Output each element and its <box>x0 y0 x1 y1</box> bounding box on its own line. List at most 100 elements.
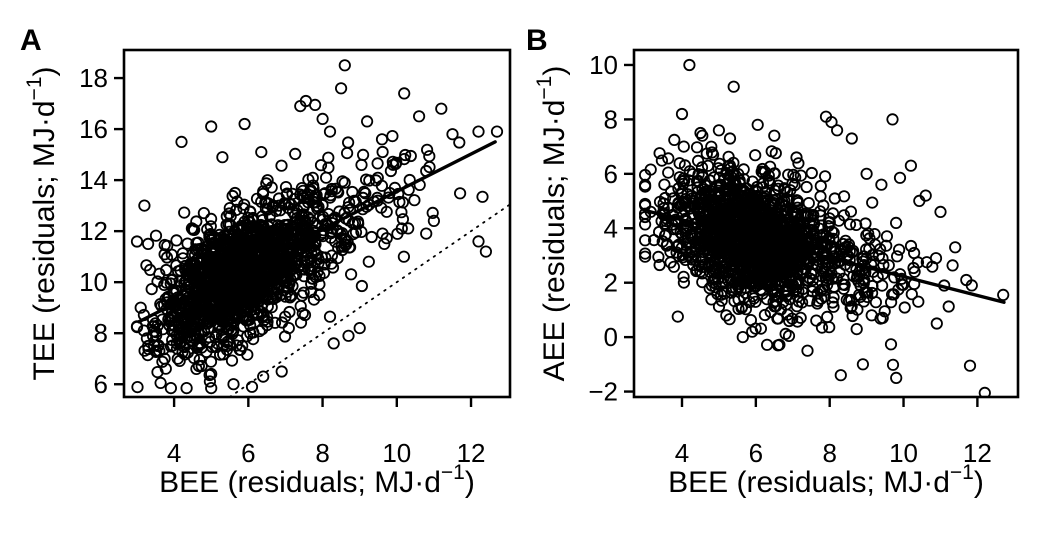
data-point <box>707 262 720 275</box>
data-point <box>898 301 911 314</box>
data-point <box>760 338 774 351</box>
data-point <box>800 180 813 194</box>
data-point <box>905 288 918 301</box>
data-point-outlier <box>412 110 426 123</box>
data-point <box>702 208 715 221</box>
data-point <box>794 311 807 324</box>
data-point <box>724 190 737 203</box>
data-point-outlier <box>696 129 709 142</box>
data-point <box>243 245 256 258</box>
data-point <box>739 286 752 299</box>
data-point <box>236 275 249 288</box>
data-point <box>638 207 652 220</box>
data-point <box>179 263 192 276</box>
data-point-outlier <box>308 98 322 112</box>
data-point <box>160 263 173 277</box>
data-point <box>355 279 368 293</box>
data-point <box>751 257 764 270</box>
data-point <box>705 140 718 153</box>
data-point <box>205 212 218 225</box>
data-point-outlier <box>216 151 229 164</box>
data-point <box>236 294 249 307</box>
data-point-outlier <box>683 58 696 72</box>
data-point <box>675 175 689 188</box>
data-point <box>211 264 224 278</box>
data-point <box>705 146 719 159</box>
data-point <box>247 272 260 285</box>
x-tick-label: 6 <box>241 438 255 468</box>
data-point <box>325 182 338 196</box>
regression-line <box>137 140 497 324</box>
data-point <box>304 285 317 299</box>
data-point <box>363 174 376 187</box>
data-point <box>267 292 280 305</box>
data-point <box>247 332 260 346</box>
y-tick-label: 0 <box>604 322 618 352</box>
data-point <box>279 275 292 288</box>
data-point <box>203 257 217 270</box>
data-point-outlier <box>323 125 337 138</box>
data-point <box>776 295 790 309</box>
data-point <box>878 305 891 318</box>
data-point <box>685 253 699 266</box>
data-point <box>779 250 793 263</box>
data-point <box>794 169 808 182</box>
data-point <box>310 248 323 261</box>
data-point <box>225 354 239 367</box>
data-point <box>165 274 178 287</box>
data-point-outlier <box>427 214 440 227</box>
data-point <box>399 148 412 162</box>
data-point <box>676 248 690 261</box>
data-point <box>882 259 895 272</box>
y-tick-label: 18 <box>79 63 108 93</box>
data-point <box>282 321 295 335</box>
data-point <box>801 274 814 287</box>
data-point <box>284 264 297 277</box>
data-point <box>890 250 904 263</box>
data-point <box>380 232 393 245</box>
data-point <box>208 243 221 256</box>
data-point-outlier <box>227 378 240 391</box>
data-point <box>289 147 302 160</box>
data-point <box>397 250 410 263</box>
data-point-outlier <box>860 167 873 180</box>
data-point <box>247 326 260 339</box>
x-tick-label: 8 <box>315 438 329 468</box>
data-point <box>188 223 201 236</box>
data-point <box>718 287 731 300</box>
panel-a-label: A <box>20 24 42 57</box>
data-point <box>186 248 199 261</box>
data-point <box>312 257 325 270</box>
data-point-outlier <box>912 295 925 308</box>
data-point-outlier <box>751 118 764 131</box>
data-point-outlier <box>338 59 351 72</box>
data-point <box>423 150 436 163</box>
x-tick-label: 8 <box>822 438 836 468</box>
data-point <box>888 271 901 284</box>
data-point <box>686 192 699 205</box>
data-point <box>736 330 749 344</box>
data-point <box>224 253 237 266</box>
data-point <box>395 206 408 219</box>
data-point <box>823 321 836 334</box>
data-point <box>791 194 804 208</box>
data-point <box>779 327 792 340</box>
data-point <box>857 277 870 290</box>
y-axis-title: TEE (residuals; MJ·d−1) <box>23 66 61 380</box>
data-point <box>884 296 898 309</box>
data-point <box>331 252 344 265</box>
data-point <box>386 130 399 143</box>
data-point <box>638 247 652 260</box>
data-point <box>297 201 310 214</box>
data-point <box>149 229 163 242</box>
data-point <box>719 212 733 225</box>
data-point <box>201 240 214 253</box>
data-point <box>775 198 789 211</box>
data-point-outlier <box>965 279 978 292</box>
y-tick-label: 2 <box>604 268 618 298</box>
data-point <box>790 221 803 234</box>
data-point <box>789 171 802 184</box>
data-point <box>748 244 761 257</box>
data-point <box>772 213 785 226</box>
data-point <box>827 291 840 304</box>
